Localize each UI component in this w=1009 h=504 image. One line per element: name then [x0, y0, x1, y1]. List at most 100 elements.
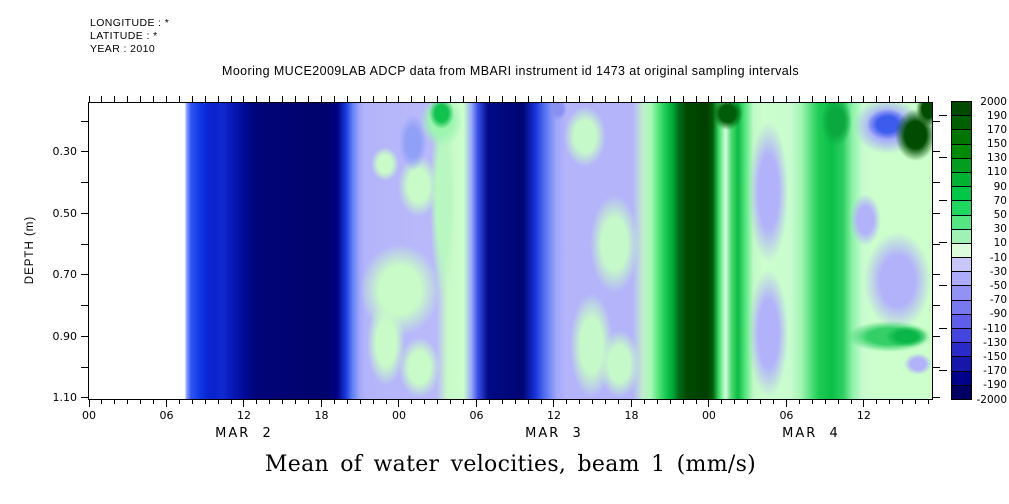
top-hour-tick — [204, 96, 206, 103]
bottom-hour-tick — [669, 399, 671, 404]
top-hour-tick — [178, 96, 180, 103]
top-hour-tick — [527, 96, 529, 103]
hour-label: 12 — [856, 409, 871, 422]
depth-label: 0.50 — [52, 206, 78, 220]
bottom-hour-tick — [165, 399, 167, 407]
bottom-hour-tick — [424, 399, 426, 404]
colorbar-tick-label: 170 — [986, 123, 1007, 136]
bottom-hour-tick — [282, 399, 284, 404]
bottom-hour-tick — [618, 399, 620, 404]
bottom-hour-tick — [773, 399, 775, 404]
top-hour-tick — [514, 96, 516, 103]
bottom-hour-tick — [798, 399, 800, 404]
bottom-hour-tick — [191, 399, 193, 404]
left-depth-tick — [81, 397, 89, 399]
bottom-hour-tick — [359, 399, 361, 404]
colorbar-tick — [939, 242, 947, 244]
bottom-hour-tick — [295, 399, 297, 404]
bottom-hour-tick — [308, 399, 310, 404]
y-axis-title: DEPTH (m) — [24, 215, 36, 285]
day-label: MAR 3 — [525, 426, 583, 441]
right-depth-tick — [932, 182, 940, 184]
depth-label: 0.70 — [52, 268, 78, 282]
right-depth-tick — [932, 212, 940, 214]
colorbar-tick — [939, 370, 947, 372]
top-hour-tick — [876, 96, 878, 103]
top-hour-tick — [372, 96, 374, 103]
hour-label: 06 — [779, 409, 794, 422]
top-hour-tick — [114, 96, 116, 103]
bottom-hour-tick — [527, 399, 529, 404]
top-hour-tick — [269, 96, 271, 103]
top-hour-tick — [837, 96, 839, 103]
top-hour-tick — [915, 96, 917, 103]
right-depth-tick — [932, 151, 940, 153]
top-hour-tick — [346, 96, 348, 103]
top-hour-tick — [760, 96, 762, 103]
top-hour-tick — [553, 96, 555, 103]
bottom-hour-tick — [450, 399, 452, 404]
bottom-hour-tick — [475, 399, 477, 407]
colorbar-cell — [951, 285, 972, 301]
top-hour-tick — [463, 96, 465, 103]
top-hour-tick — [643, 96, 645, 103]
top-hour-tick — [850, 96, 852, 103]
top-hour-tick — [695, 96, 697, 103]
bottom-hour-tick — [824, 399, 826, 404]
bottom-hour-tick — [372, 399, 374, 404]
bottom-hour-tick — [928, 399, 929, 404]
top-hour-tick — [501, 96, 503, 103]
top-hour-tick — [101, 96, 103, 103]
heatmap-patch — [599, 330, 641, 398]
colorbar-tick-label: 10 — [993, 237, 1007, 250]
right-depth-tick — [932, 397, 940, 399]
colorbar-cell — [951, 328, 972, 344]
top-hour-tick — [928, 96, 929, 103]
colorbar-cell — [951, 214, 972, 230]
hour-label: 00 — [391, 409, 406, 422]
bottom-hour-tick — [333, 399, 335, 404]
bottom-hour-tick — [605, 399, 607, 404]
colorbar-tick-label: 2000 — [980, 95, 1007, 108]
plot-title: Mooring MUCE2009LAB ADCP data from MBARI… — [222, 64, 799, 78]
colorbar-cell — [951, 157, 972, 173]
bottom-hour-tick — [915, 399, 917, 404]
top-hour-tick — [140, 96, 142, 103]
bottom-hour-tick — [656, 399, 658, 404]
day-label: MAR 4 — [782, 426, 840, 441]
bottom-hour-tick — [760, 399, 762, 404]
bottom-hour-tick — [811, 399, 813, 404]
heatmap-patch — [915, 103, 932, 126]
bottom-hour-tick — [153, 399, 155, 404]
bottom-hour-tick — [88, 399, 90, 407]
colorbar-tick-label: -90 — [989, 308, 1007, 321]
top-hour-tick — [398, 96, 400, 103]
bottom-hour-tick — [127, 399, 129, 404]
header-longitude: LONGITUDE : * — [90, 17, 170, 29]
colorbar-cell — [951, 370, 972, 386]
bottom-hour-tick — [269, 399, 271, 404]
colorbar-tick — [939, 157, 947, 159]
top-hour-tick — [630, 96, 632, 103]
left-depth-tick — [81, 274, 89, 276]
bottom-hour-tick — [411, 399, 413, 404]
header-latitude: LATITUDE : * — [90, 30, 158, 42]
bottom-hour-tick — [437, 399, 439, 404]
hour-label: 18 — [314, 409, 329, 422]
colorbar-cell — [951, 186, 972, 202]
colorbar-tick — [939, 114, 947, 116]
colorbar-cell — [951, 257, 972, 273]
top-hour-tick — [256, 96, 258, 103]
colorbar-cell — [951, 171, 972, 188]
colorbar-tick-label: -30 — [989, 265, 1007, 278]
colorbar-tick-label: -130 — [983, 336, 1007, 349]
right-depth-tick — [932, 274, 940, 276]
top-hour-tick — [682, 96, 684, 103]
heatmap-area — [88, 102, 933, 400]
depth-label: 1.10 — [52, 391, 78, 405]
depth-label: 0.90 — [52, 329, 78, 343]
colorbar-tick-label: -170 — [983, 365, 1007, 378]
bottom-hour-tick — [747, 399, 749, 404]
heatmap-patch — [590, 195, 640, 294]
colorbar-tick-label: -110 — [983, 322, 1007, 335]
